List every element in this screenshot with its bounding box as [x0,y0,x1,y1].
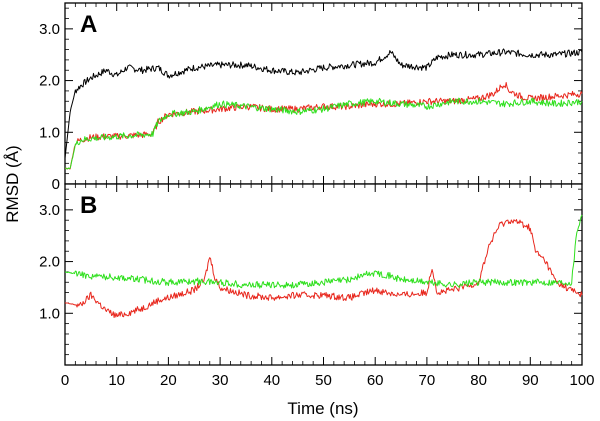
panel-b-label: B [80,192,97,219]
panel-a-series-1-line [64,48,583,159]
panel-b-frame [64,183,583,366]
panel-a-frame [64,2,583,185]
panel-b-y-tick-label: 2.0 [39,254,60,271]
panel-b-series-1-line [64,219,583,319]
panel-b-x-tick-label: 90 [522,372,539,389]
panel-b-x-tick-label: 100 [569,372,594,389]
panel-b-x-tick-label: 10 [108,372,125,389]
panel-a-y-tick-label: 2.0 [39,73,60,90]
panel-b-x-tick-label: 50 [315,372,332,389]
panel-a-series-3-line [64,97,583,170]
panel-a-y-tick-label: 1.0 [39,124,60,141]
panel-b-x-tick-label: 60 [367,372,384,389]
x-axis-title: Time (ns) [287,399,358,418]
panel-b-x-tick-label: 30 [212,372,229,389]
y-axis-title: RMSD (Å) [3,145,22,222]
panel-a-y-tick-label: 3.0 [39,21,60,38]
panel-b-x-tick-label: 0 [61,372,69,389]
panel-b-x-tick-label: 80 [470,372,487,389]
panel-b-series-2-line [64,214,583,289]
panel-b-x-tick-label: 20 [160,372,177,389]
panel-b-x-tick-label: 70 [419,372,436,389]
panel-b-x-tick-label: 40 [263,372,280,389]
panel-b-y-tick-label: 3.0 [39,202,60,219]
panel-a-label: A [80,11,97,38]
panel-b-y-tick-label: 1.0 [39,305,60,322]
panel-a-y-tick-label: 0 [52,176,60,193]
